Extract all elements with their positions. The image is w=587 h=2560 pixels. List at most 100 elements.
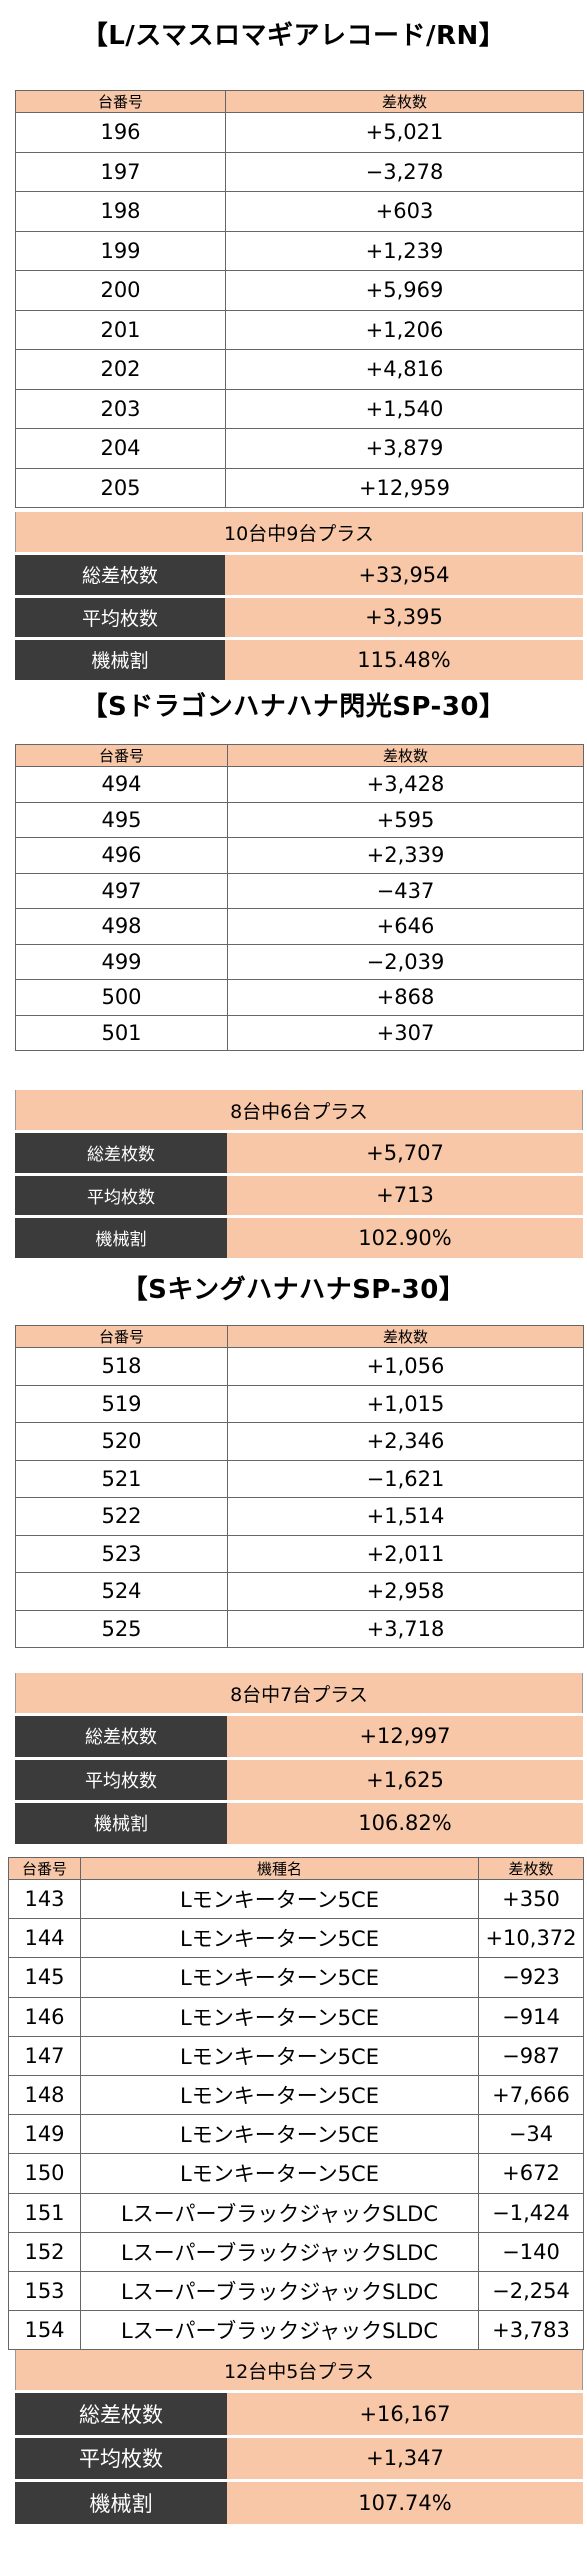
machine-number-cell: 150 xyxy=(8,2153,81,2194)
diff-count-cell: +3,783 xyxy=(478,2310,584,2351)
machine-number-cell: 205 xyxy=(15,467,226,508)
machine-number-cell: 495 xyxy=(15,801,228,838)
machine-number-cell: 518 xyxy=(15,1347,228,1386)
machine-number-cell: 201 xyxy=(15,309,226,350)
diff-count-cell: −1,424 xyxy=(478,2192,584,2233)
machine-name-cell: LスーパーブラックジャックSLDC xyxy=(80,2192,479,2233)
column-header: 差枚数 xyxy=(227,744,584,767)
summary-label: 総差枚数 xyxy=(15,2390,227,2435)
data-table: 台番号 差枚数 196 +5,021 197 −3,278 198 +603 199 +1,239… xyxy=(15,90,584,508)
summary-block: 8台中7台プラス 総差枚数 +12,997 平均枚数 +1,625 機械割 106.82% xyxy=(15,1673,583,1844)
machine-number-cell: 149 xyxy=(8,2114,81,2155)
table-row: 497 −437 xyxy=(15,872,584,909)
machine-number-cell: 501 xyxy=(15,1014,228,1051)
summary-label: 総差枚数 xyxy=(15,1713,227,1757)
diff-count-cell: +2,339 xyxy=(227,837,584,874)
machine-number-cell: 500 xyxy=(15,979,228,1016)
summary-value: +16,167 xyxy=(227,2390,583,2435)
diff-count-cell: +5,021 xyxy=(225,112,584,153)
machine-number-cell: 522 xyxy=(15,1497,228,1536)
machine-number-cell: 524 xyxy=(15,1572,228,1611)
diff-count-cell: +307 xyxy=(227,1014,584,1051)
diff-count-cell: +10,372 xyxy=(478,1918,584,1959)
machine-name-cell: Lモンキーターン5CE xyxy=(80,2035,479,2076)
machine-number-cell: 519 xyxy=(15,1384,228,1423)
diff-count-cell: +1,206 xyxy=(225,309,584,350)
table-row: 144 Lモンキーターン5CE +10,372 xyxy=(8,1918,584,1959)
diff-count-cell: +1,514 xyxy=(227,1497,584,1536)
summary-label: 総差枚数 xyxy=(15,1130,227,1173)
table-row: 152 LスーパーブラックジャックSLDC −140 xyxy=(8,2231,584,2272)
section-title: 【Sドラゴンハナハナ閃光SP-30】 xyxy=(81,692,506,722)
diff-count-cell: +350 xyxy=(478,1878,584,1920)
summary-row: 総差枚数 +16,167 xyxy=(15,2390,583,2435)
summary-row: 平均枚数 +3,395 xyxy=(15,594,583,637)
data-table: 台番号 差枚数 494 +3,428 495 +595 496 +2,339 497 −437 49… xyxy=(15,744,584,1051)
diff-count-cell: +646 xyxy=(227,908,584,945)
diff-count-cell: +595 xyxy=(227,801,584,838)
machine-name-cell: LスーパーブラックジャックSLDC xyxy=(80,2310,479,2351)
table-row: 204 +3,879 xyxy=(15,428,584,469)
machine-name-cell: Lモンキーターン5CE xyxy=(80,2114,479,2155)
table-row: 495 +595 xyxy=(15,801,584,838)
diff-count-cell: −140 xyxy=(478,2231,584,2272)
machine-number-cell: 152 xyxy=(8,2231,81,2272)
machine-number-cell: 494 xyxy=(15,766,228,803)
diff-count-cell: +603 xyxy=(225,191,584,232)
machine-number-cell: 525 xyxy=(15,1609,228,1648)
summary-value: +1,625 xyxy=(227,1756,583,1800)
diff-count-cell: −2,039 xyxy=(227,943,584,980)
machine-name-cell: LスーパーブラックジャックSLDC xyxy=(80,2270,479,2312)
table-header-row: 台番号 差枚数 xyxy=(15,1325,584,1348)
diff-count-cell: +672 xyxy=(478,2153,584,2194)
diff-count-cell: −914 xyxy=(478,1996,584,2037)
machine-number-cell: 202 xyxy=(15,349,226,390)
section-title: 【L/スマスロマギアレコード/RN】 xyxy=(81,21,506,51)
machine-number-cell: 497 xyxy=(15,872,228,909)
table-row: 143 Lモンキーターン5CE +350 xyxy=(8,1878,584,1920)
column-header: 機種名 xyxy=(80,1857,479,1880)
table-row: 525 +3,718 xyxy=(15,1609,584,1648)
table-row: 197 −3,278 xyxy=(15,151,584,192)
machine-number-cell: 521 xyxy=(15,1459,228,1498)
machine-number-cell: 197 xyxy=(15,151,226,192)
diff-count-cell: −987 xyxy=(478,2035,584,2076)
table-row: 201 +1,206 xyxy=(15,309,584,350)
table-row: 499 −2,039 xyxy=(15,943,584,980)
table-header-row: 台番号 差枚数 xyxy=(15,90,584,113)
summary-block: 10台中9台プラス 総差枚数 +33,954 平均枚数 +3,395 機械割 115.48% xyxy=(15,512,583,680)
table-row: 520 +2,346 xyxy=(15,1422,584,1461)
machine-number-cell: 154 xyxy=(8,2310,81,2351)
table-row: 147 Lモンキーターン5CE −987 xyxy=(8,2035,584,2076)
diff-count-cell: +1,056 xyxy=(227,1347,584,1386)
machine-name-cell: Lモンキーターン5CE xyxy=(80,1878,479,1920)
summary-label: 平均枚数 xyxy=(15,594,225,637)
table-row: 149 Lモンキーターン5CE −34 xyxy=(8,2114,584,2155)
column-header: 台番号 xyxy=(15,1325,228,1348)
diff-count-cell: +868 xyxy=(227,979,584,1016)
summary-value: 107.74% xyxy=(227,2479,583,2524)
machine-number-cell: 147 xyxy=(8,2035,81,2076)
diff-count-cell: −1,621 xyxy=(227,1459,584,1498)
diff-count-cell: +1,015 xyxy=(227,1384,584,1423)
machine-name-cell: Lモンキーターン5CE xyxy=(80,1957,479,1998)
table-row: 521 −1,621 xyxy=(15,1459,584,1498)
table-row: 150 Lモンキーターン5CE +672 xyxy=(8,2153,584,2194)
machine-number-cell: 151 xyxy=(8,2192,81,2233)
table-row: 200 +5,969 xyxy=(15,270,584,311)
machine-number-cell: 204 xyxy=(15,428,226,469)
summary-label: 機械割 xyxy=(15,2479,227,2524)
table-row: 145 Lモンキーターン5CE −923 xyxy=(8,1957,584,1998)
summary-block: 12台中5台プラス 総差枚数 +16,167 平均枚数 +1,347 機械割 107.74% xyxy=(15,2350,583,2524)
summary-value: +33,954 xyxy=(225,552,583,595)
summary-label: 機械割 xyxy=(15,637,225,680)
summary-row: 平均枚数 +1,625 xyxy=(15,1756,583,1800)
machine-number-cell: 153 xyxy=(8,2270,81,2312)
machine-name-cell: Lモンキーターン5CE xyxy=(80,1996,479,2037)
column-header: 台番号 xyxy=(15,744,228,767)
summary-row: 総差枚数 +12,997 xyxy=(15,1713,583,1757)
summary-row: 機械割 106.82% xyxy=(15,1800,583,1844)
machine-number-cell: 198 xyxy=(15,191,226,232)
table-row: 205 +12,959 xyxy=(15,467,584,508)
machine-number-cell: 145 xyxy=(8,1957,81,1998)
